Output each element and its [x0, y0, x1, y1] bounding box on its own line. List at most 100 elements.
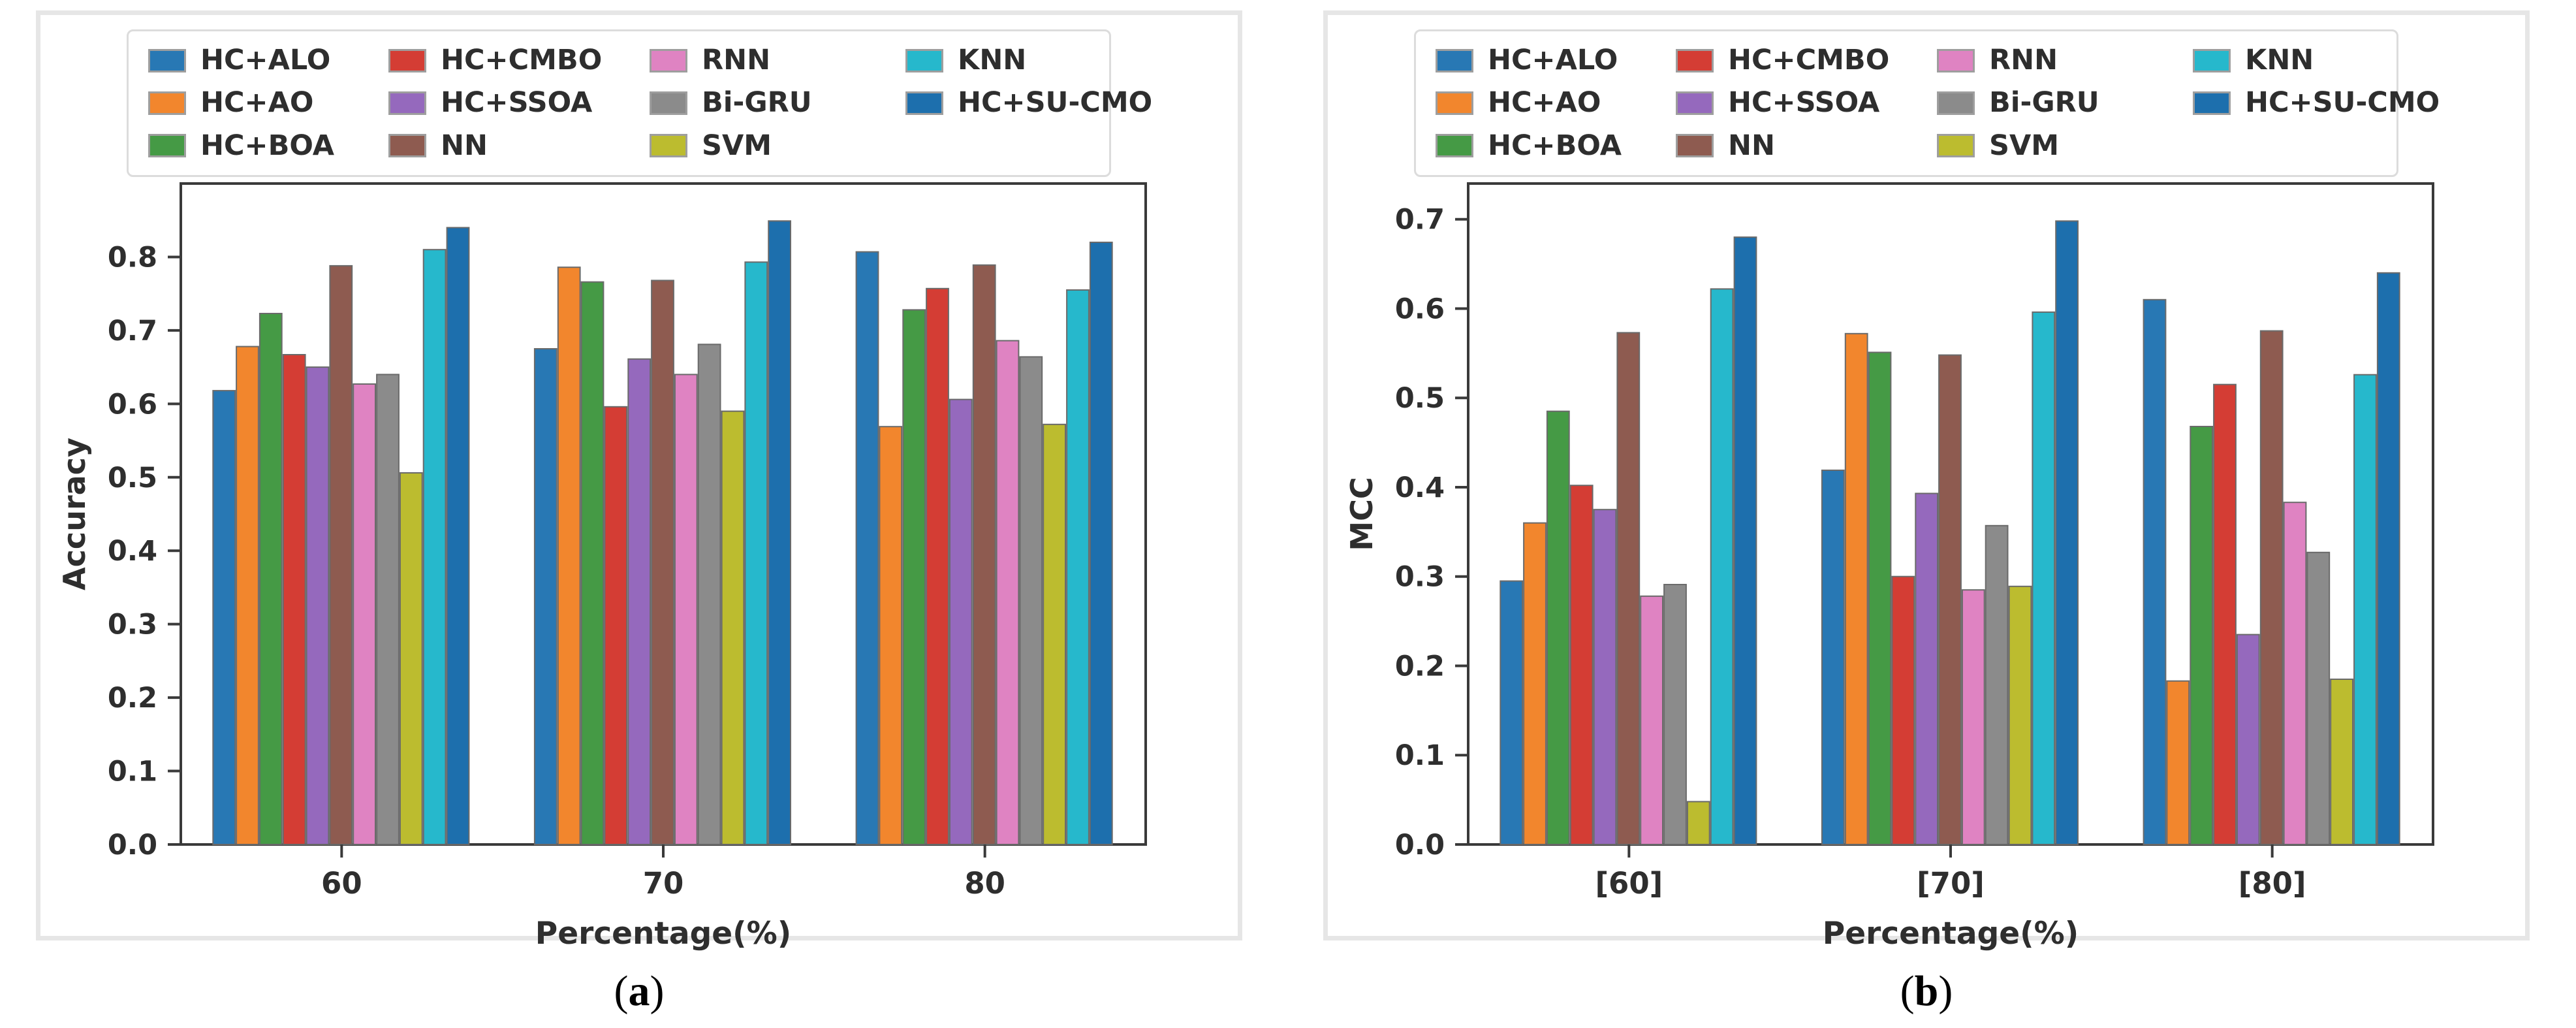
legend-label: RNN: [702, 44, 771, 77]
legend-entry-HC+SU-CMO: HC+SU-CMO: [905, 82, 1152, 124]
bar-RNN-[60]: [1640, 595, 1664, 845]
legend-swatch-KNN: [2193, 48, 2231, 72]
caption-b-close: ): [1938, 967, 1953, 1015]
y-tick-label: 0.6: [1395, 293, 1445, 325]
x-tick-label: [60]: [1595, 866, 1663, 901]
legend-label: HC+CMBO: [441, 44, 603, 77]
bar-HC+SSOA-[60]: [1593, 509, 1617, 845]
legend-label: Bi-GRU: [702, 86, 812, 120]
legend-label: HC+SU-CMO: [2245, 86, 2440, 120]
legend-swatch-HC+AO: [148, 91, 186, 115]
legend-label: HC+AO: [1488, 86, 1601, 120]
chart-panel-a: HC+ALO HC+AO HC+BOA HC+CMBO HC+SSOA NN RNN Bi-G…: [36, 10, 1242, 952]
y-tick-label: 0.0: [1395, 829, 1445, 861]
bar-HC+CMBO-60: [282, 354, 306, 845]
legend-entry-Bi-GRU: Bi-GRU: [650, 82, 905, 124]
caption-a: (a): [36, 957, 1242, 1025]
bar-HC+AO-[80]: [2166, 680, 2190, 846]
legend-swatch-RNN: [1937, 48, 1975, 72]
x-axis: 60 70 80: [321, 844, 1005, 901]
legend-entry-NN: NN: [1676, 125, 1937, 167]
y-axis: 0.0 0.1 0.2 0.3 0.4 0.5 0.6 0.7 0.8: [108, 241, 181, 861]
accuracy-bar-chart: 0.0 0.1 0.2 0.3 0.4 0.5 0.6 0.7 0.8 Accuracy 60 70 8…: [57, 182, 1147, 952]
y-axis: 0.0 0.1 0.2 0.3 0.4 0.5 0.6 0.7: [1395, 204, 1468, 861]
legend-entry-NN: NN: [388, 125, 650, 167]
legend-label: HC+AO: [200, 86, 314, 120]
legend-swatch-HC+CMBO: [1676, 48, 1714, 72]
bar-HC+BOA-[80]: [2190, 426, 2214, 845]
caption-a-letter: a: [628, 967, 650, 1015]
legend-entry-HC+SSOA: HC+SSOA: [1676, 82, 1937, 124]
legend-label: HC+ALO: [1488, 44, 1618, 77]
bar-RNN-70: [674, 374, 698, 845]
legend-label: KNN: [958, 44, 1027, 77]
x-tick-label: 80: [964, 866, 1005, 901]
bar-RNN-[70]: [1961, 589, 1985, 845]
legend-swatch-HC+SSOA: [388, 91, 426, 115]
legend-entry-SVM: SVM: [650, 125, 905, 167]
bar-HC+BOA-80: [902, 309, 926, 845]
y-tick-label: 0.5: [108, 462, 157, 494]
bar-NN-80: [972, 264, 996, 845]
y-tick-label: 0.6: [108, 388, 157, 421]
bar-HC+SU-CMO-[60]: [1733, 236, 1757, 846]
bars: [1500, 220, 2400, 846]
bar-Bi-GRU-[60]: [1663, 584, 1687, 845]
legend-swatch-SVM: [1937, 134, 1975, 158]
bar-KNN-[80]: [2353, 374, 2377, 845]
y-tick-label: 0.2: [108, 682, 157, 715]
legend-entry-RNN: RNN: [650, 39, 905, 82]
legend-entry-HC+BOA: HC+BOA: [1436, 125, 1676, 167]
legend-label: HC+SU-CMO: [958, 86, 1153, 120]
legend-label: HC+CMBO: [1728, 44, 1890, 77]
bar-HC+BOA-[60]: [1546, 410, 1570, 845]
bar-NN-[60]: [1616, 332, 1641, 845]
y-tick-label: 0.2: [1395, 650, 1445, 683]
legend-swatch-HC+SSOA: [1676, 91, 1714, 115]
bar-HC+AO-[70]: [1844, 332, 1868, 845]
bar-KNN-[60]: [1710, 288, 1734, 845]
bar-Bi-GRU-70: [697, 344, 721, 845]
legend-swatch-HC+SU-CMO: [905, 91, 943, 115]
y-tick-label: 0.8: [108, 241, 157, 274]
bar-HC+AO-80: [879, 426, 903, 845]
bar-HC+ALO-70: [533, 348, 558, 845]
legend-entry-HC+SU-CMO: HC+SU-CMO: [2193, 82, 2440, 124]
legend-swatch-HC+ALO: [148, 48, 186, 72]
bar-HC+BOA-[70]: [1868, 351, 1892, 845]
bar-HC+BOA-70: [580, 281, 605, 845]
bar-HC+SU-CMO-[80]: [2376, 272, 2400, 845]
legend-entry-HC+AO: HC+AO: [1436, 82, 1676, 124]
legend-label: RNN: [1989, 44, 2058, 77]
legend-swatch-HC+CMBO: [388, 48, 426, 72]
legend-swatch-Bi-GRU: [650, 91, 687, 115]
bar-HC+SSOA-80: [949, 398, 973, 845]
y-tick-label: 0.5: [1395, 382, 1445, 415]
y-tick-label: 0.4: [108, 535, 157, 568]
legend-entry-HC+ALO: HC+ALO: [148, 39, 388, 82]
legend-entry-HC+ALO: HC+ALO: [1436, 39, 1676, 82]
bar-HC+SSOA-70: [627, 358, 652, 845]
legend-entry-KNN: KNN: [2193, 39, 2440, 82]
bar-HC+AO-70: [557, 266, 581, 845]
x-tick-label: [70]: [1917, 866, 1985, 901]
legend-label: HC+SSOA: [1728, 86, 1880, 120]
bar-Bi-GRU-80: [1019, 356, 1043, 845]
caption-b-letter: b: [1914, 967, 1939, 1015]
bar-HC+ALO-60: [212, 390, 236, 845]
bars: [212, 220, 1113, 846]
legend-entry-RNN: RNN: [1937, 39, 2193, 82]
legend-entry-HC+SSOA: HC+SSOA: [388, 82, 650, 124]
bar-RNN-80: [996, 340, 1020, 846]
bar-NN-[70]: [1938, 354, 1962, 845]
x-tick-label: 60: [321, 866, 362, 901]
legend-swatch-HC+AO: [1436, 91, 1473, 115]
y-axis-label: MCC: [1344, 477, 1379, 551]
bar-HC+AO-[60]: [1523, 522, 1547, 845]
y-tick-label: 0.3: [1395, 561, 1445, 594]
bar-SVM-70: [721, 410, 745, 845]
mcc-bar-chart: 0.0 0.1 0.2 0.3 0.4 0.5 0.6 0.7 MCC [60] [70] [80] P…: [1344, 182, 2434, 952]
bar-HC+CMBO-70: [604, 406, 628, 845]
legend-label: NN: [1728, 129, 1775, 162]
